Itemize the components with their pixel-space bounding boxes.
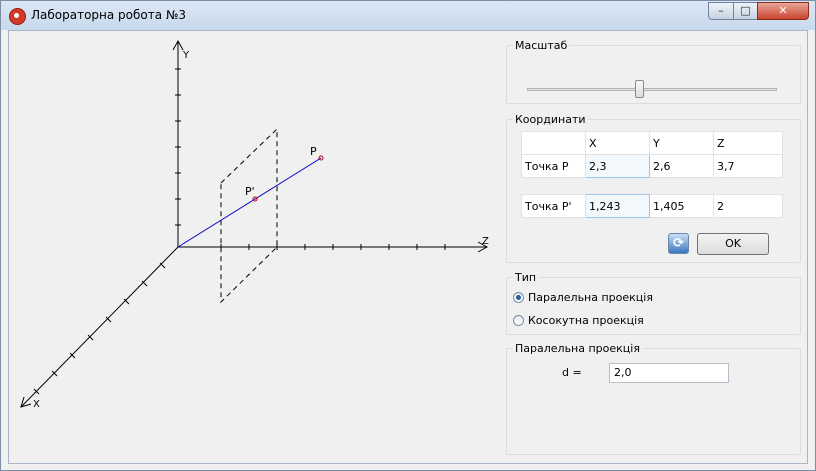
client-area: Y Z X P P' Масштаб Координати X Y Z — [8, 30, 808, 464]
scale-group: Масштаб — [506, 39, 801, 104]
ok-button[interactable]: OK — [697, 233, 769, 255]
radio-parallel[interactable]: Паралельна проекція — [513, 289, 653, 305]
point-p-prime-z-cell[interactable]: 2 — [713, 194, 783, 218]
table-row: Точка P' 1,243 1,405 2 — [521, 194, 783, 218]
x-axis-arrow — [20, 396, 32, 408]
y-axis-label: Y — [182, 50, 190, 61]
point-p-prime-label: Точка P' — [521, 194, 586, 218]
coordinates-group-title: Координати — [513, 113, 588, 126]
x-axis — [20, 246, 179, 408]
point-p-prime-marker — [252, 196, 258, 202]
z-axis-label: Z — [482, 236, 489, 247]
type-group: Тип Паралельна проекція Косокутна проекц… — [506, 271, 801, 335]
minimize-button[interactable]: – — [708, 2, 734, 20]
z-axis-arrow — [477, 241, 489, 253]
point-p-label: P — [310, 145, 317, 158]
table-row: Точка P 2,3 2,6 3,7 — [521, 154, 783, 178]
app-icon[interactable] — [9, 8, 26, 25]
x-axis-label: X — [33, 399, 40, 410]
parallel-projection-title: Паралельна проекція — [513, 342, 642, 355]
refresh-button[interactable]: ⟳ — [668, 233, 689, 254]
parallel-projection-group: Паралельна проекція d = 2,0 — [506, 342, 801, 455]
point-p-prime-x-cell[interactable]: 1,243 — [585, 194, 650, 218]
point-p-marker — [318, 155, 324, 161]
table-header-cell: Z — [713, 131, 783, 155]
window-title: Лабораторна робота №3 — [31, 8, 187, 22]
type-group-title: Тип — [513, 271, 539, 284]
radio-oblique-indicator[interactable] — [513, 314, 524, 326]
scale-slider-thumb[interactable] — [635, 80, 644, 98]
scale-slider-track[interactable] — [527, 88, 777, 91]
point-p-table: X Y Z Точка P 2,3 2,6 3,7 — [521, 131, 783, 178]
d-input[interactable]: 2,0 — [609, 363, 729, 383]
d-label: d = — [562, 366, 582, 379]
radio-parallel-indicator[interactable] — [513, 291, 524, 303]
point-p-label: Точка P — [521, 154, 586, 178]
point-p-z-cell[interactable]: 3,7 — [713, 154, 783, 178]
point-p-prime-label: P' — [245, 185, 255, 198]
projection-canvas[interactable]: Y Z X P P' — [9, 31, 499, 465]
point-p-x-cell[interactable]: 2,3 — [585, 154, 650, 178]
table-header-cell: Y — [649, 131, 714, 155]
projection-segment — [177, 157, 322, 248]
radio-oblique[interactable]: Косокутна проекція — [513, 312, 644, 328]
point-p-prime-table: Точка P' 1,243 1,405 2 — [521, 194, 783, 218]
radio-oblique-label: Косокутна проекція — [528, 313, 644, 327]
refresh-icon: ⟳ — [673, 236, 684, 251]
maximize-button[interactable]: □ — [733, 2, 758, 20]
point-p-prime-y-cell[interactable]: 1,405 — [649, 194, 714, 218]
coordinates-group: Координати X Y Z Точка P 2,3 2,6 3,7 Точ… — [506, 113, 801, 263]
close-button[interactable]: ✕ — [757, 2, 809, 20]
title-bar[interactable]: Лабораторна робота №3 – □ ✕ — [1, 1, 815, 30]
table-header-row: X Y Z — [521, 131, 783, 155]
scale-group-title: Масштаб — [513, 39, 570, 52]
y-axis-arrow — [172, 39, 184, 51]
radio-parallel-label: Паралельна проекція — [528, 290, 653, 304]
point-p-y-cell[interactable]: 2,6 — [649, 154, 714, 178]
table-header-cell — [521, 131, 586, 155]
table-header-cell: X — [585, 131, 650, 155]
